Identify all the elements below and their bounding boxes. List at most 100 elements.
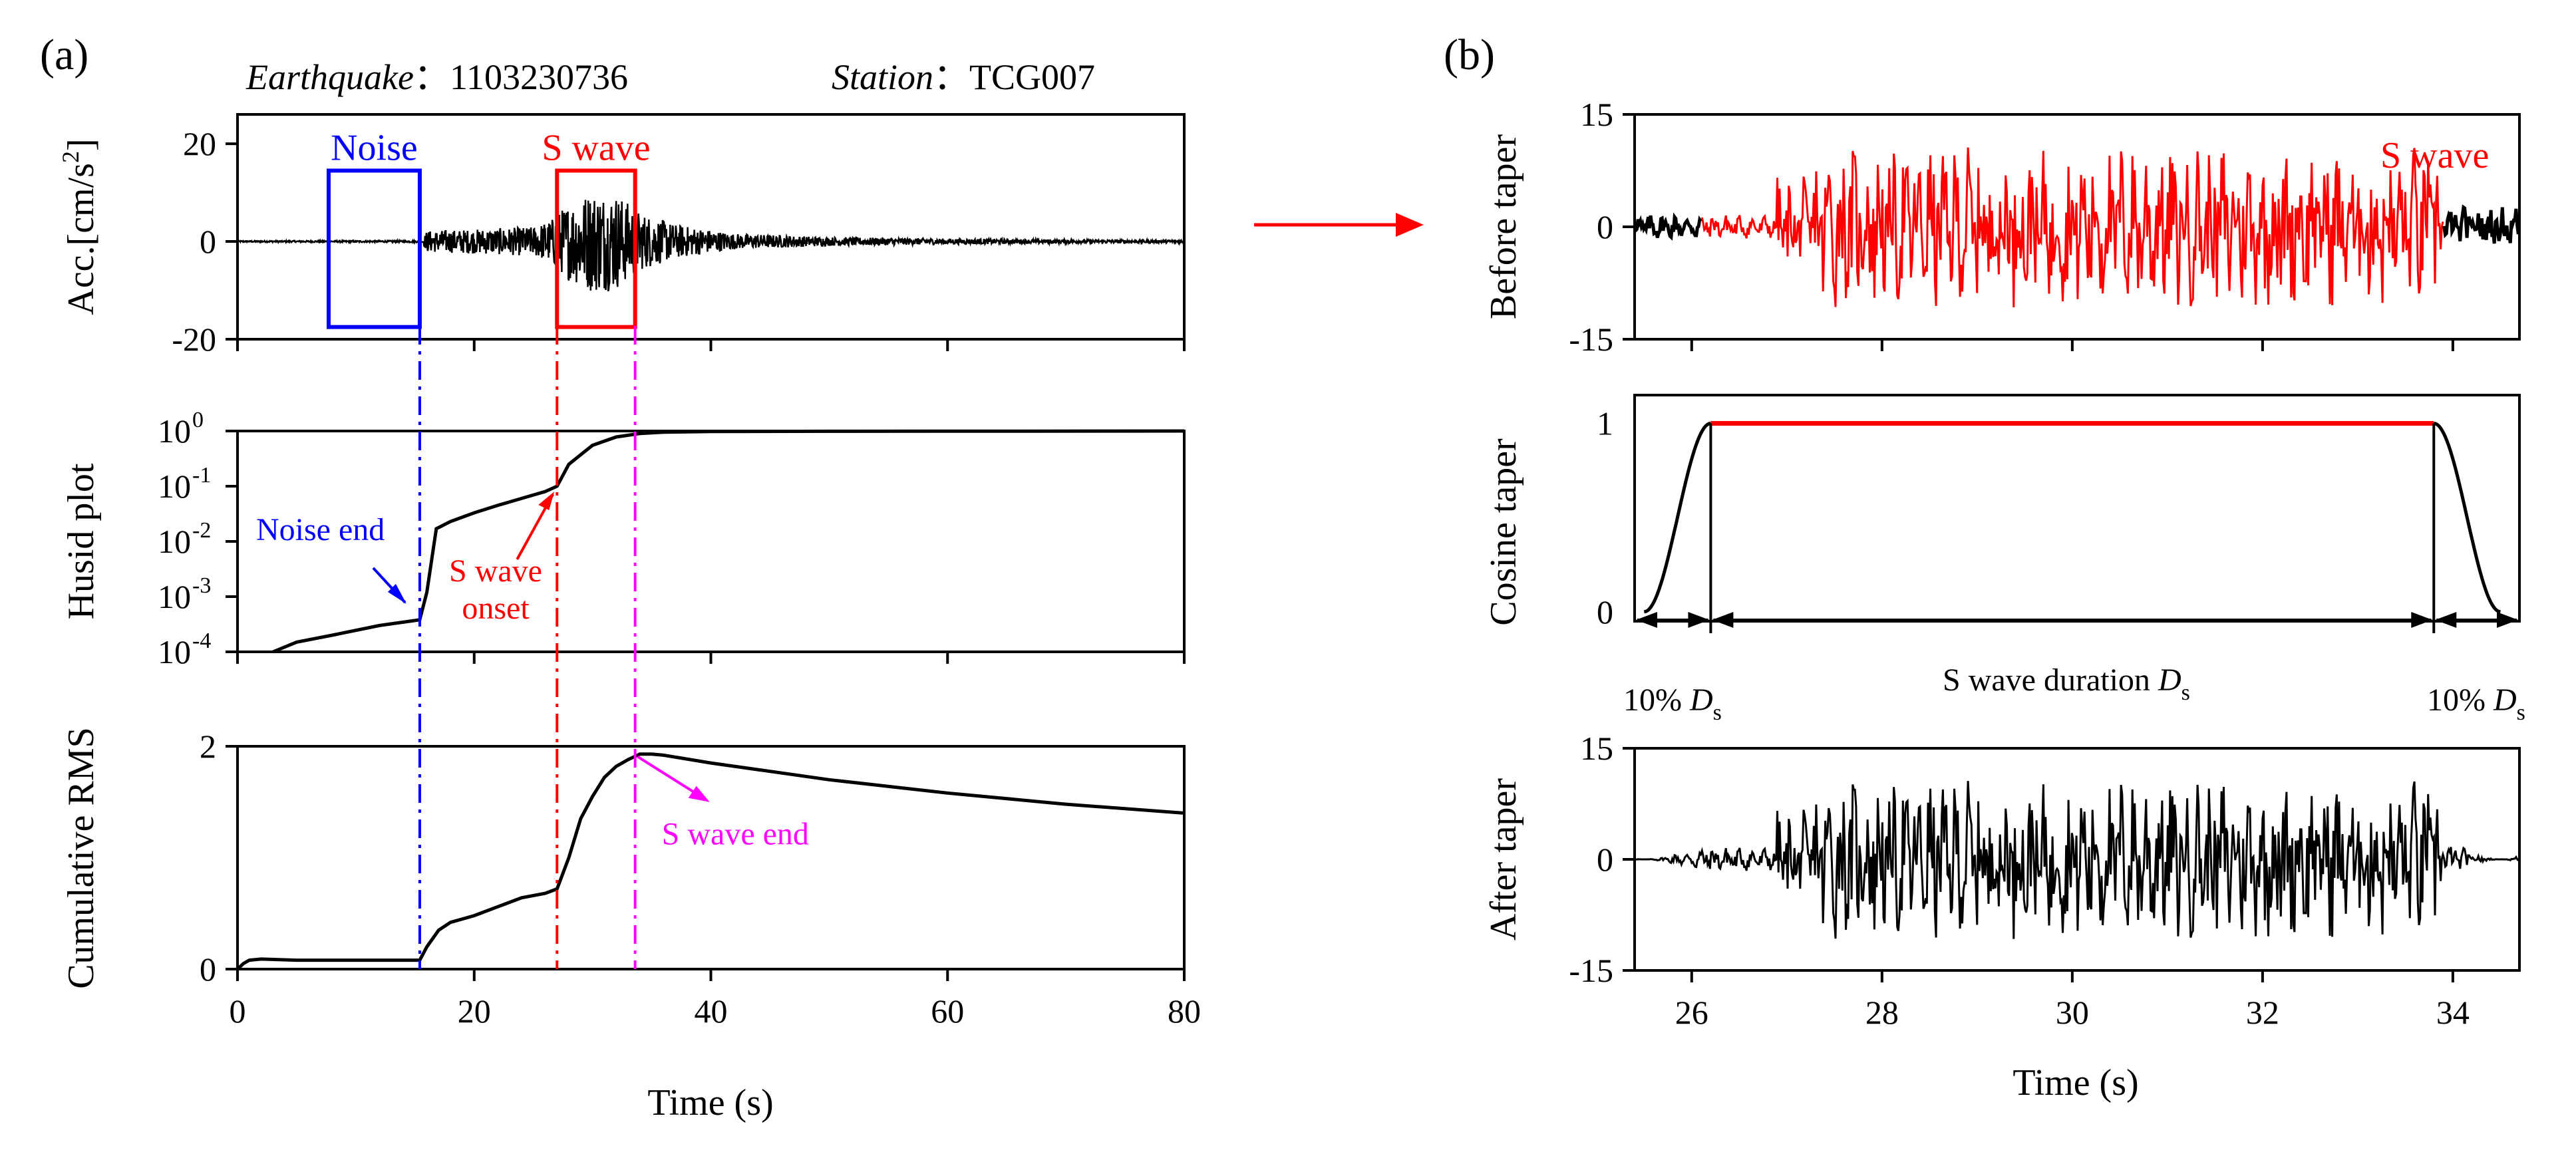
earthquake-label: Earthquake	[245, 57, 414, 97]
swave-window-box	[555, 168, 637, 329]
after-xtick-label: 30	[2056, 994, 2089, 1031]
cosine-frame	[1633, 394, 2521, 623]
after-xtick-label: 34	[2436, 994, 2470, 1031]
husid-ytick-label: 10	[158, 578, 191, 615]
rms-xtick-label: 80	[1168, 992, 1201, 1030]
swave-onset-label-line1: S wave	[449, 553, 542, 589]
rms-xtick-label: 20	[458, 992, 491, 1030]
husid-ytick-label: 10	[158, 523, 191, 560]
rms-xtick-label: 60	[931, 992, 964, 1030]
rms-ytick-label: 0	[200, 950, 216, 988]
cosine-ramp-segment	[2433, 422, 2501, 614]
cosine-ticks: 01	[1597, 405, 1613, 631]
cosine-annotations	[1636, 612, 2518, 628]
before-swave-label: S wave	[2380, 135, 2489, 176]
after-xtick-label: 32	[2246, 994, 2279, 1031]
before-ytick-label: 0	[1597, 208, 1613, 245]
after-trace-group	[1634, 781, 2519, 939]
noise-end-arrowhead	[387, 583, 406, 604]
station-id: TCG007	[969, 57, 1095, 97]
rms-trace-group	[236, 752, 1185, 970]
after-xtick-label: 28	[1865, 994, 1899, 1031]
transition-arrow	[1254, 213, 1424, 237]
duration-arrowhead-left	[1636, 612, 1657, 628]
acc-trace	[237, 200, 1185, 292]
duration-right-sub: s	[2517, 700, 2525, 725]
swave-end-arrow	[637, 756, 700, 797]
rms-xlabel: Time (s)	[647, 1082, 773, 1123]
before-ticks: -15 0 15	[1569, 96, 2454, 358]
before-trace-group	[1634, 147, 2520, 308]
station-label: Station	[832, 57, 933, 97]
before-noise-trace	[1634, 212, 1702, 241]
station-header: Station：TCG007	[832, 57, 1095, 97]
after-ytick-label: 0	[1597, 841, 1613, 878]
before-noise-trace	[2442, 204, 2520, 244]
noise-end-label: Noise end	[256, 512, 385, 547]
after-ytick-label: 15	[1580, 730, 1613, 767]
duration-center-italic: D	[2158, 662, 2181, 698]
duration-arrowhead-right	[1688, 612, 1710, 628]
cosine-ylabel: Cosine taper	[1483, 438, 1524, 626]
before-ylabel: Before taper	[1483, 134, 1524, 320]
transition-arrow-head	[1396, 213, 1424, 237]
duration-arrowhead-right	[2411, 612, 2433, 628]
rms-xtick-label: 0	[230, 992, 246, 1030]
cosine-ytick-label: 1	[1597, 405, 1613, 442]
before-swave-trace	[1700, 147, 2444, 308]
acc-ytick-label: 0	[200, 223, 216, 260]
before-ytick-label: -15	[1569, 321, 1613, 358]
husid-ytick-label: 10	[158, 633, 191, 670]
panel-b-label: (b)	[1444, 31, 1495, 79]
duration-arrowhead-right	[2497, 612, 2518, 628]
noise-window-box	[326, 168, 422, 329]
station-sep: ：	[933, 57, 969, 97]
husid-ytick-exponent: -2	[192, 518, 211, 543]
rms-annotations: S wave end	[637, 756, 809, 852]
rms-ticks: 020 20 40 60 80	[200, 728, 1201, 1030]
rms-frame	[236, 745, 1186, 970]
cosine-ramp-segment	[1643, 422, 1711, 614]
swave-window-label: S wave	[542, 128, 650, 169]
after-ytick-label: -15	[1569, 952, 1613, 989]
duration-right-text: 10%	[2427, 682, 2494, 718]
after-ticks: -15 0 15 26 28 30 32 34	[1569, 730, 2470, 1031]
noise-window-label: Noise	[331, 128, 418, 169]
duration-center-sub: s	[2181, 680, 2190, 705]
after-panel: -15 0 15 26 28 30 32 34 After taper Time (s)	[1483, 730, 2521, 1103]
before-ytick-label: 15	[1580, 96, 1613, 133]
after-xtick-label: 26	[1675, 994, 1708, 1031]
husid-ytick-exponent: 0	[192, 408, 204, 432]
acc-ylabel-part1: Acc.[cm/s	[61, 163, 102, 315]
acc-trace-group	[237, 200, 1185, 292]
after-xlabel: Time (s)	[2012, 1062, 2138, 1103]
husid-trace-group	[272, 429, 1185, 654]
earthquake-header: Earthquake：1103230736	[245, 57, 628, 97]
acc-ylabel-sup: 2	[57, 151, 84, 163]
duration-arrowhead-left	[1712, 612, 1734, 628]
earthquake-id: 1103230736	[450, 57, 628, 97]
earthquake-sep: ：	[414, 57, 450, 97]
after-ylabel: After taper	[1483, 778, 1524, 941]
duration-center-label: S wave duration Ds	[1943, 662, 2190, 705]
cosine-panel: 01 Cosine taper 10% Ds S wave duration D…	[1483, 394, 2525, 725]
swave-onset-arrowhead	[538, 492, 555, 510]
duration-center-text: S wave duration	[1943, 662, 2158, 698]
acc-ytick-label: 20	[183, 125, 216, 162]
rms-trace	[236, 752, 1185, 970]
acc-ytick-label: -20	[172, 321, 216, 358]
after-trace	[1634, 781, 2519, 939]
husid-ytick-label: 10	[158, 412, 191, 450]
swave-end-label: S wave end	[662, 817, 809, 852]
acc-overlays: Noise S wave	[326, 128, 651, 329]
rms-ylabel: Cumulative RMS	[61, 727, 102, 989]
cosine-ytick-label: 0	[1597, 593, 1613, 631]
before-panel: -15 0 15 S wave Before taper	[1483, 96, 2521, 358]
swave-onset-label-line2: onset	[462, 591, 530, 626]
husid-ytick-exponent: -1	[192, 463, 211, 488]
swave-end-arrowhead	[688, 786, 710, 802]
duration-left-sub: s	[1713, 700, 1722, 725]
